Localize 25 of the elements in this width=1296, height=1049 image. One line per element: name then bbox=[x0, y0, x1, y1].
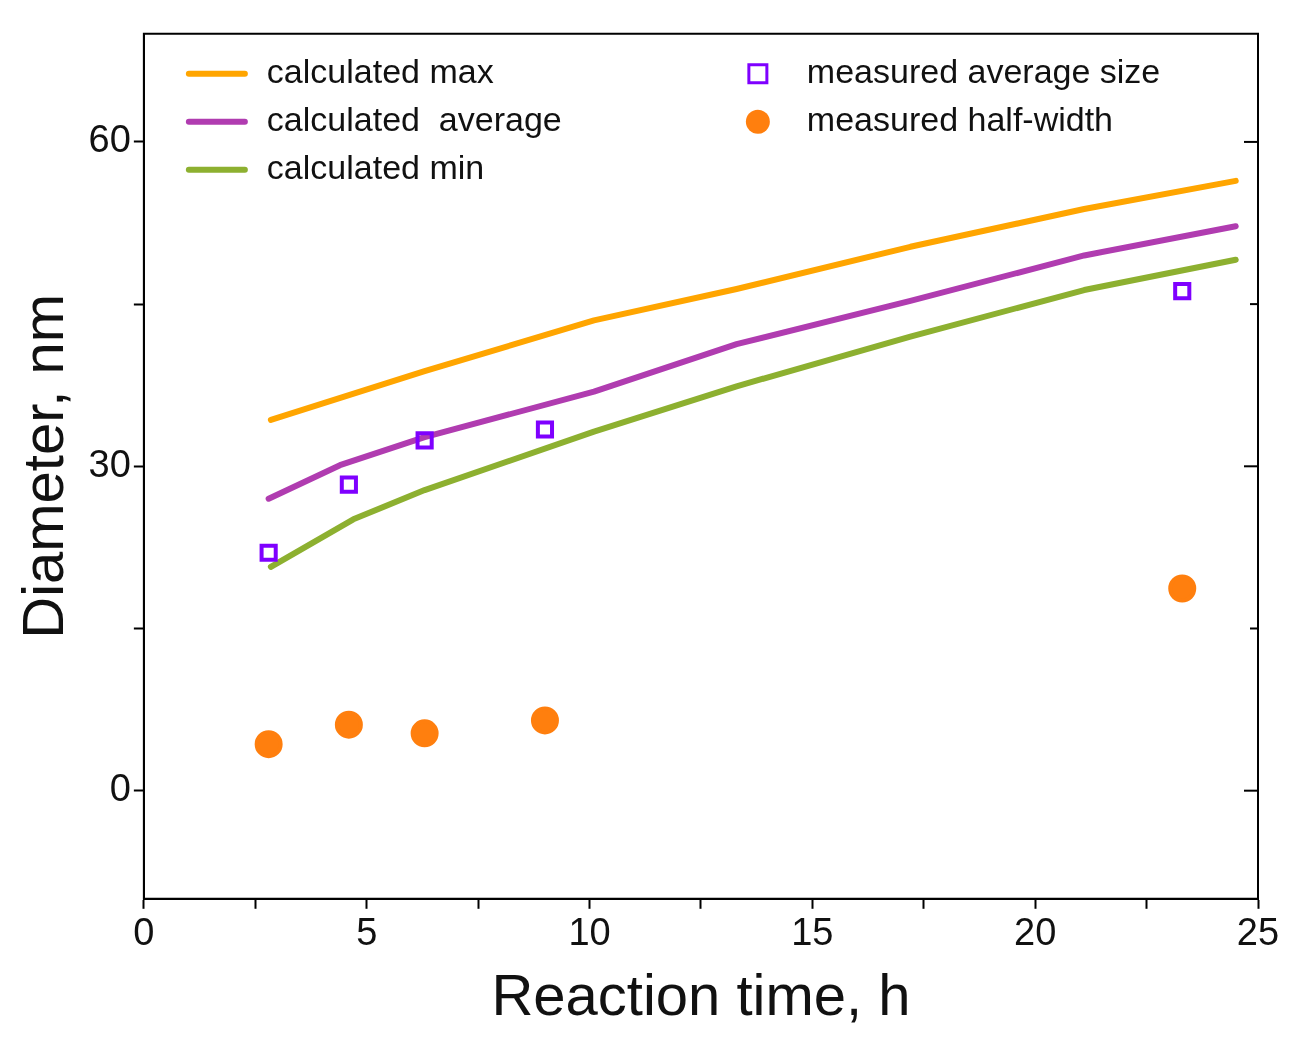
point bbox=[415, 431, 434, 450]
x-tick-label: 5 bbox=[356, 911, 378, 954]
y-tick-label: 60 bbox=[88, 118, 131, 161]
point bbox=[535, 420, 555, 439]
x-tick-label: 20 bbox=[1014, 911, 1057, 954]
point bbox=[259, 543, 278, 562]
legend-label: calculated average bbox=[266, 100, 562, 139]
x-axis-title: Reaction time, h bbox=[491, 962, 911, 1028]
point bbox=[334, 710, 363, 739]
point bbox=[339, 475, 358, 494]
legend-label: calculated min bbox=[266, 148, 485, 187]
point bbox=[1168, 574, 1197, 603]
y-axis-title: Diameter, nm bbox=[9, 293, 75, 639]
y-tick-label: 0 bbox=[109, 767, 131, 810]
point bbox=[254, 730, 283, 759]
legend-label: measured average size bbox=[806, 52, 1161, 91]
point bbox=[1173, 282, 1192, 301]
point bbox=[410, 719, 439, 748]
x-tick-label: 10 bbox=[568, 911, 611, 954]
point bbox=[530, 706, 559, 735]
legend-label: calculated max bbox=[266, 52, 494, 91]
x-tick-label: 25 bbox=[1236, 911, 1280, 954]
y-tick-label: 30 bbox=[88, 442, 131, 485]
legend-label: measured half-width bbox=[806, 100, 1114, 139]
x-tick-label: 15 bbox=[791, 911, 834, 954]
